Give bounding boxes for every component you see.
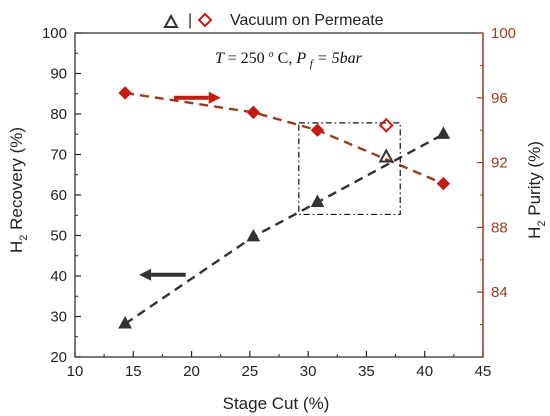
legend-separator: | xyxy=(188,12,192,29)
temperature-symbol: T xyxy=(215,50,225,67)
right-tick-label: 88 xyxy=(491,219,508,236)
purity-open-point xyxy=(378,117,394,133)
data-markers xyxy=(118,86,451,329)
right-tick-label: 100 xyxy=(491,25,516,42)
legend-label: Vacuum on Permeate xyxy=(230,12,384,29)
right-axis-title: H2 Purity (%) xyxy=(525,141,548,239)
left-tick-label: 30 xyxy=(50,309,67,326)
right-tick-label: 92 xyxy=(491,155,508,172)
left-axis-title: H2 Recovery (%) xyxy=(7,127,30,253)
purity-trend-line xyxy=(124,91,444,185)
x-tick-label: 25 xyxy=(242,363,259,380)
x-tick-label: 35 xyxy=(358,363,375,380)
left-tick-label: 80 xyxy=(50,106,67,123)
right-axis-title-sub: 2 xyxy=(536,220,548,226)
recovery-trend-line xyxy=(124,133,444,325)
right-tick-label: 84 xyxy=(491,284,508,301)
recovery-point xyxy=(310,194,325,207)
pressure-subscript: f xyxy=(310,58,315,70)
x-tick-label: 45 xyxy=(475,363,492,380)
recovery-point xyxy=(246,228,261,242)
highlight-box-layer xyxy=(298,122,401,216)
purity-point xyxy=(310,123,325,137)
legend: | Vacuum on Permeate xyxy=(163,12,384,29)
degree-mark: o xyxy=(269,49,274,60)
left-tick-label: 60 xyxy=(50,187,67,204)
x-tick-label: 15 xyxy=(125,363,142,380)
right-axis-title-main: H xyxy=(525,227,544,239)
left-tick-label: 50 xyxy=(50,228,67,245)
left-tick-label: 70 xyxy=(50,147,67,164)
left-tick-label: 40 xyxy=(50,268,67,285)
x-axis-title: Stage Cut (%) xyxy=(223,394,330,413)
right-axis-title-rest: Purity (%) xyxy=(525,141,544,220)
recovery-point xyxy=(118,315,132,329)
x-axis-ticks: 10 15 20 25 30 35 40 45 xyxy=(67,351,492,380)
right-tick-label: 96 xyxy=(491,90,508,107)
left-axis-title-rest: Recovery (%) xyxy=(7,127,26,235)
right-axis-ticks: 84 88 92 96 100 xyxy=(477,25,516,357)
purity-point xyxy=(246,105,261,120)
temperature-value: = 250 xyxy=(228,50,265,67)
conditions-annotation: T = 250 o C, P f = 5bar xyxy=(215,44,363,71)
left-tick-label: 90 xyxy=(50,66,67,83)
trend-lines xyxy=(124,91,444,325)
x-tick-label: 20 xyxy=(183,363,200,380)
x-tick-label: 30 xyxy=(300,363,317,380)
plot-frame xyxy=(74,32,484,358)
pressure-value: = 5bar xyxy=(317,50,363,67)
left-tick-label: 100 xyxy=(42,25,67,42)
recovery-axis-arrow-head xyxy=(139,268,152,281)
purity-point xyxy=(118,86,132,100)
x-tick-label: 10 xyxy=(67,363,84,380)
direction-arrows xyxy=(139,91,221,281)
left-tick-label: 20 xyxy=(50,349,67,366)
purity-point xyxy=(436,176,451,191)
celsius-unit: C, xyxy=(278,50,297,67)
x-tick-label: 40 xyxy=(416,363,433,380)
left-axis-ticks: 20 30 40 50 60 70 80 90 100 xyxy=(42,25,81,366)
highlight-box xyxy=(298,122,401,216)
left-axis-title-sub: 2 xyxy=(18,235,30,241)
legend-diamond-marker xyxy=(197,12,213,28)
purity-axis-arrow-head xyxy=(208,91,221,104)
legend-triangle-marker xyxy=(163,13,179,28)
recovery-open-point xyxy=(378,148,394,163)
pressure-symbol: P xyxy=(295,50,306,67)
left-axis-title-main: H xyxy=(7,241,26,253)
recovery-point xyxy=(436,126,451,139)
